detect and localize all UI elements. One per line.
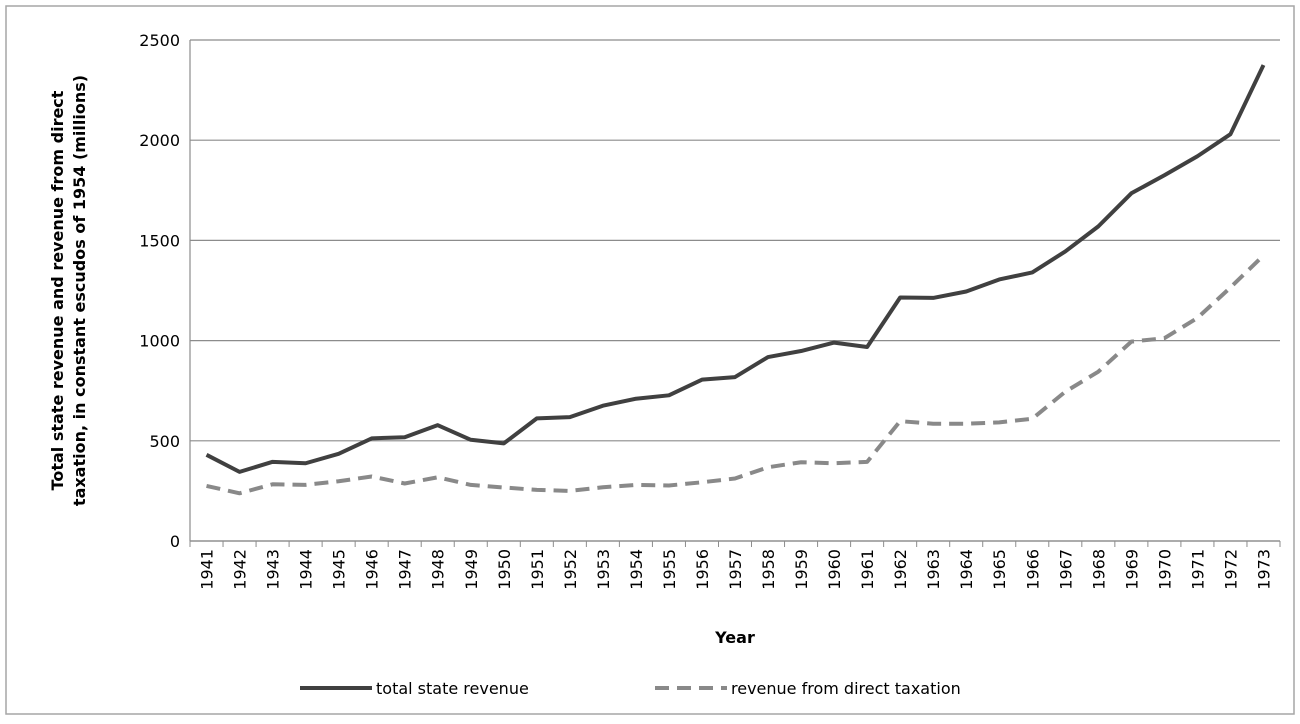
x-tick-label: 1970	[1155, 549, 1174, 590]
y-tick-label: 1000	[139, 332, 180, 351]
x-tick-label: 1959	[792, 549, 811, 590]
legend-label: total state revenue	[376, 679, 529, 698]
y-tick-label: 0	[170, 532, 180, 551]
x-tick-label: 1962	[891, 549, 910, 590]
legend-label: revenue from direct taxation	[731, 679, 961, 698]
x-tick-label: 1966	[1023, 549, 1042, 590]
x-tick-label: 1967	[1056, 549, 1075, 590]
x-tick-label: 1945	[330, 549, 349, 590]
line-series	[206, 253, 1265, 496]
x-tick-label: 1944	[297, 549, 316, 590]
x-tick-label: 1943	[264, 549, 283, 590]
x-tick-label: 1968	[1089, 549, 1108, 590]
x-tick-label: 1942	[231, 549, 250, 590]
x-tick-label: 1957	[726, 549, 745, 590]
x-tick-label: 1946	[363, 549, 382, 590]
x-tick-label: 1972	[1221, 549, 1240, 590]
x-tick-label: 1963	[924, 549, 943, 590]
y-tick-label: 2000	[139, 131, 180, 150]
line-series	[205, 64, 1266, 474]
x-tick-label: 1960	[825, 549, 844, 590]
chart-border	[5, 5, 1295, 715]
y-axis-title: taxation, in constant escudos of 1954 (m…	[70, 75, 89, 506]
x-axis-title: Year	[714, 628, 755, 647]
x-tick-label: 1952	[561, 549, 580, 590]
x-tick-label: 1955	[660, 549, 679, 590]
x-tick-label: 1971	[1188, 549, 1207, 590]
x-tick-label: 1956	[693, 549, 712, 590]
x-tick-label: 1961	[858, 549, 877, 590]
x-tick-label: 1953	[594, 549, 613, 590]
y-tick-label: 500	[149, 432, 180, 451]
x-tick-label: 1947	[396, 549, 415, 590]
x-tick-label: 1964	[957, 549, 976, 590]
x-tick-label: 1969	[1122, 549, 1141, 590]
y-tick-label: 1500	[139, 231, 180, 250]
x-tick-label: 1958	[759, 549, 778, 590]
x-tick-label: 1954	[627, 549, 646, 590]
x-tick-label: 1950	[495, 549, 514, 590]
x-tick-label: 1973	[1254, 549, 1273, 590]
x-tick-label: 1949	[462, 549, 481, 590]
x-tick-label: 1941	[198, 549, 217, 590]
x-tick-label: 1965	[990, 549, 1009, 590]
x-tick-label: 1948	[429, 549, 448, 590]
y-tick-label: 2500	[139, 31, 180, 50]
x-tick-label: 1951	[528, 549, 547, 590]
y-axis-title: Total state revenue and revenue from dir…	[48, 90, 67, 490]
